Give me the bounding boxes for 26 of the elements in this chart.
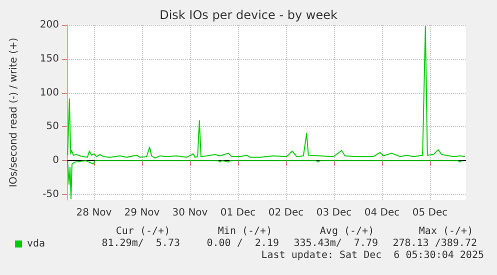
text: Min (-/+) [218, 226, 272, 237]
y-axis-title: IOs/second read (-) / write (+) [8, 38, 20, 188]
text: 81.29m/ 5.73 [102, 238, 180, 249]
legend-label: vda [27, 238, 46, 250]
x-tick-label: 29 Nov [124, 208, 160, 218]
x-tick-label: 05 Dec [412, 208, 448, 218]
x-tick-label: 28 Nov [76, 208, 112, 218]
x-tick-label: 01 Dec [220, 208, 256, 218]
y-tick-label: 100 [40, 87, 59, 98]
text: 335.43m/ 7.79 [294, 238, 378, 249]
x-tick-label: 30 Nov [172, 208, 208, 218]
text: 0.00 / 2.19 [206, 238, 279, 249]
x-tick-label: 02 Dec [268, 208, 304, 218]
x-tick-label: 03 Dec [316, 208, 352, 218]
text: Last update: Sat Dec 6 05:30:04 2025 [261, 250, 484, 261]
y-tick-label: -50 [42, 189, 59, 200]
y-tick-label: 150 [40, 53, 59, 64]
y-tick-label: 200 [40, 20, 59, 30]
text: 278.13 /389.72 [392, 238, 477, 249]
y-tick-label: 50 [46, 121, 59, 132]
y-tick-label: 0 [52, 155, 59, 166]
text: Max (-/+) [418, 226, 474, 237]
text: Cur (-/+) [116, 226, 170, 237]
text: Avg (-/+) [320, 226, 374, 237]
x-tick-label: 04 Dec [364, 208, 400, 218]
chart-title: Disk IOs per device - by week [160, 8, 338, 22]
